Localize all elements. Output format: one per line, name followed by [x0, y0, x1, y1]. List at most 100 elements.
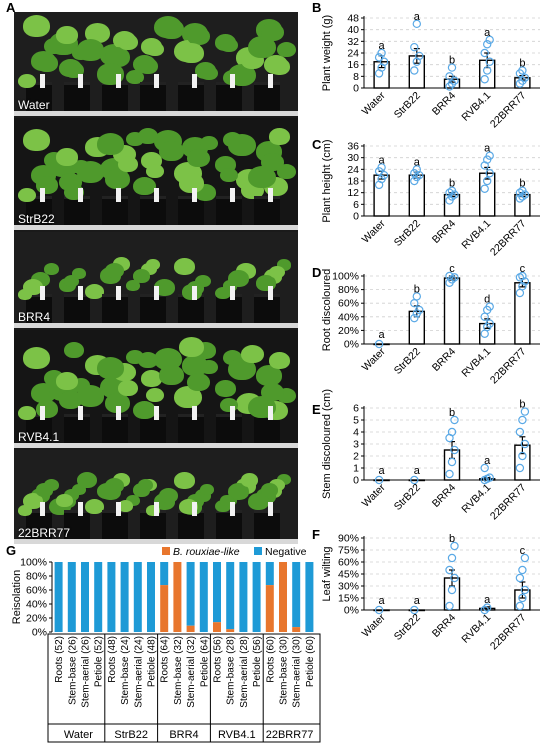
x-tick-label: Water — [360, 89, 388, 117]
x-tick-label: Stem-aerial (30) — [292, 636, 303, 708]
plant-leaf — [187, 372, 210, 391]
plant-pot — [178, 82, 204, 111]
data-point — [485, 302, 494, 311]
plant-label-stake — [192, 188, 197, 202]
plant-leaf — [138, 478, 153, 491]
significance-letter: b — [519, 399, 525, 411]
plant-leaf — [138, 58, 158, 74]
significance-letter: b — [449, 533, 455, 545]
significance-letter: b — [449, 55, 455, 67]
plant-pot — [140, 196, 166, 225]
plant-leaf — [97, 482, 118, 499]
plant-leaf — [154, 347, 182, 370]
plant-pot — [178, 414, 204, 443]
x-tick-label: Roots (60) — [265, 636, 276, 683]
bar-rouxiae — [265, 585, 274, 632]
plant-pot — [26, 294, 52, 323]
x-tick-label: RVB4.1 — [459, 482, 493, 516]
plant-leaf — [261, 22, 284, 41]
photo-row: BRR4 — [14, 232, 298, 328]
data-point — [480, 48, 489, 58]
significance-letter: b — [449, 407, 455, 419]
photo-row: RVB4.1 — [14, 330, 298, 448]
plant-leaf — [146, 41, 164, 56]
data-point — [374, 475, 384, 485]
bar-negative — [54, 562, 63, 632]
data-point — [445, 271, 454, 281]
plant-leaf — [141, 370, 162, 387]
plant-leaf — [174, 472, 195, 489]
plant-label-stake — [78, 406, 83, 420]
y-tick-label: 0% — [344, 339, 359, 351]
data-point — [415, 305, 424, 315]
plant-pot — [102, 510, 128, 539]
bar — [408, 609, 425, 612]
plant-pot — [254, 82, 280, 111]
data-point — [485, 57, 494, 66]
plant-label-stake — [116, 406, 121, 420]
data-point — [480, 463, 489, 473]
plant-leaf — [138, 352, 158, 368]
y-tick-label: 30 — [347, 152, 359, 164]
plant-leaf — [18, 187, 36, 202]
plant-pot — [64, 414, 90, 443]
plant-leaf — [261, 382, 284, 401]
x-tick-label: RVB4.1 — [459, 90, 493, 124]
significance-letter: d — [484, 294, 490, 306]
data-point — [485, 35, 494, 45]
plant-leaf — [138, 128, 158, 144]
plant-pot — [254, 196, 280, 225]
plant-leaf — [23, 129, 50, 151]
data-point — [445, 601, 454, 611]
plant-label-stake — [40, 74, 45, 88]
plant-label-stake — [192, 406, 197, 420]
plant-leaf — [215, 380, 236, 397]
plant-label-stake — [154, 406, 159, 420]
plant-leaf — [97, 133, 124, 155]
x-tick-label: Stem-aerial (24) — [133, 636, 144, 708]
data-point — [415, 51, 424, 61]
y-tick-label: 0 — [353, 475, 359, 487]
plant-label-stake — [230, 502, 235, 516]
plant-label-stake — [40, 502, 45, 516]
bar-negative — [213, 562, 221, 623]
x-tick-label: BRR4 — [430, 346, 458, 374]
x-tick-label: 22BRR77 — [488, 346, 529, 387]
data-point — [447, 585, 457, 595]
x-tick-label: Roots (52) — [54, 636, 65, 683]
plant-pot — [64, 294, 90, 323]
plant-pot — [26, 510, 52, 539]
x-tick-label: Stem-base (30) — [279, 636, 290, 705]
significance-letter: c — [449, 263, 455, 275]
bar-negative — [120, 562, 129, 632]
y-tick-label: 60% — [338, 298, 359, 310]
bar — [408, 479, 425, 482]
bar-negative — [252, 562, 261, 632]
data-point — [485, 169, 494, 178]
data-point — [379, 57, 389, 66]
plant-leaf — [146, 163, 164, 178]
bar-negative — [305, 562, 314, 632]
plant-leaf — [133, 176, 156, 195]
data-point — [518, 271, 527, 281]
plant-label-stake — [230, 188, 235, 202]
data-point — [447, 553, 457, 563]
plant-label-stake — [192, 502, 197, 516]
y-tick-label: 100% — [20, 557, 47, 569]
plant-leaf — [174, 257, 195, 275]
data-point — [515, 427, 525, 437]
plant-leaf — [85, 284, 104, 300]
bar-rouxiae — [279, 562, 287, 632]
significance-letter: a — [414, 11, 421, 23]
y-tick-label: 75% — [338, 545, 359, 557]
x-tick-label: StrB22 — [392, 90, 423, 121]
data-point — [483, 603, 492, 612]
x-tick-label: Petiole (52) — [94, 636, 105, 687]
plant-leaf — [269, 352, 290, 369]
plant-leaf — [179, 337, 204, 357]
data-point — [410, 313, 419, 323]
significance-letter: a — [484, 27, 491, 39]
data-point — [518, 593, 527, 603]
plant-pot — [102, 196, 128, 225]
y-tick-label: 0 — [353, 211, 359, 223]
